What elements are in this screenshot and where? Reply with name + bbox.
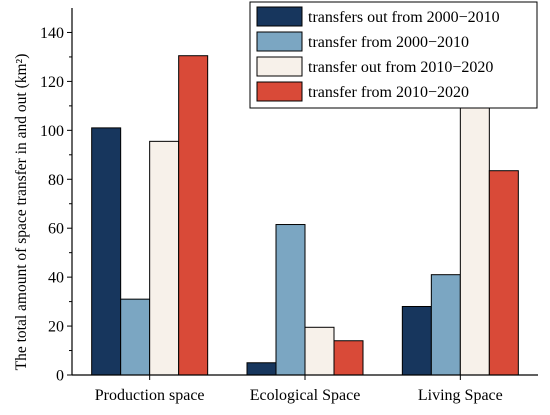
legend-swatch-3: [256, 56, 303, 77]
bar-1-1: [91, 127, 122, 376]
legend-label-1: transfers out from 2000−2010: [308, 9, 500, 26]
legend-swatch-1: [256, 6, 303, 27]
y-tick-label: 40: [48, 270, 64, 287]
y-tick-label: 80: [48, 172, 64, 189]
legend-swatch-2: [256, 31, 303, 52]
legend-label-3: transfer out from 2010−2020: [308, 59, 493, 76]
bar-2-3: [304, 326, 335, 376]
bar-2-2: [275, 224, 306, 376]
y-tick-label: 20: [48, 319, 64, 336]
legend-label-2: transfer from 2000−2010: [308, 34, 469, 51]
bar-3-1: [401, 305, 432, 376]
axes-layer: [67, 8, 538, 380]
bar-1-2: [120, 298, 151, 376]
y-tick-label: 140: [40, 25, 64, 42]
y-tick-label: 0: [56, 368, 64, 385]
y-tick-label: 120: [40, 74, 64, 91]
bar-2-1: [246, 362, 277, 376]
x-tick-label: Living Space: [418, 387, 503, 404]
bar-3-3: [459, 98, 490, 376]
y-tick-label: 100: [40, 123, 64, 140]
bar-3-2: [430, 274, 461, 376]
bar-2-4: [333, 340, 364, 376]
bar-1-3: [149, 140, 180, 376]
tick-labels-layer: Production space Ecological Space Living S…: [40, 25, 503, 404]
x-tick-label: Production space: [95, 387, 205, 404]
bars-layer: [91, 55, 519, 376]
bar-3-4: [488, 170, 519, 376]
bar-1-4: [178, 55, 209, 376]
legend: transfers out from 2000−2010 transfer fro…: [249, 1, 538, 109]
x-tick-label: Ecological Space: [250, 387, 361, 404]
legend-label-4: transfer from 2010−2020: [308, 84, 469, 101]
legend-swatch-4: [256, 81, 303, 102]
y-axis-label: The total amount of space transfer in an…: [13, 54, 30, 371]
y-tick-label: 60: [48, 221, 64, 238]
